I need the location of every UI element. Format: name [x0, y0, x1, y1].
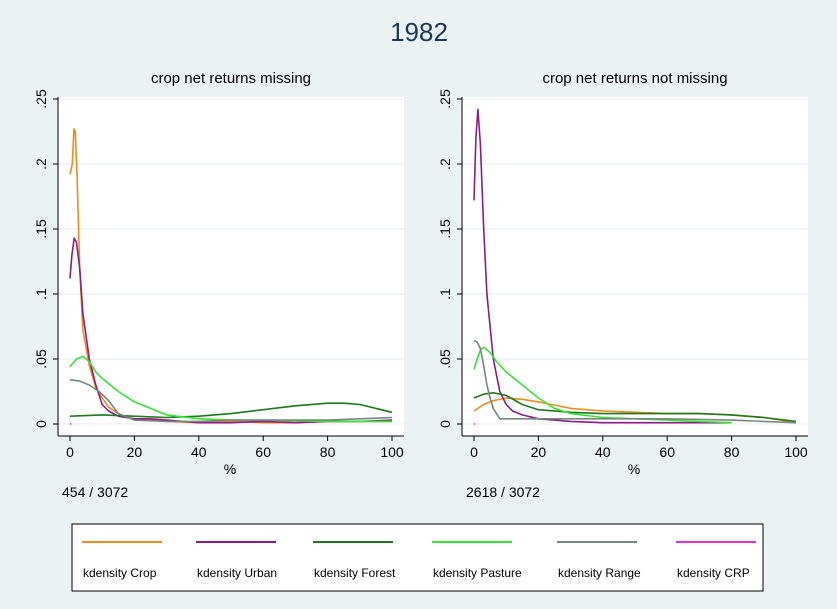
x-tick-label: 80 — [320, 444, 336, 460]
series-line-3 — [473, 391, 797, 423]
x-tick-label: 40 — [595, 444, 611, 460]
series-line-5 — [473, 340, 797, 424]
series-line-3 — [69, 402, 393, 419]
x-tick-label: 40 — [191, 444, 207, 460]
y-tick-label: .15 — [437, 219, 453, 239]
legend-box — [71, 523, 764, 592]
x-axis-label: % — [224, 461, 236, 477]
panel-title: crop net returns missing — [151, 70, 311, 87]
x-axis-label: % — [628, 461, 640, 477]
x-tick-label: 60 — [255, 444, 271, 460]
y-tick-label: .2 — [33, 158, 49, 170]
y-tick-label: .15 — [33, 219, 49, 239]
legend-label: kdensity Range — [558, 566, 641, 580]
count-note: 2618 / 3072 — [466, 484, 540, 500]
legend: kdensity Crop kdensity Urban kdensity Fore… — [71, 523, 764, 592]
legend-label: kdensity CRP — [677, 566, 750, 580]
x-tick-label: 20 — [127, 444, 143, 460]
plot-area — [462, 97, 808, 436]
count-note: 454 / 3072 — [62, 484, 128, 500]
y-tick-label: .05 — [33, 349, 49, 369]
x-tick-label: 80 — [724, 444, 740, 460]
legend-label: kdensity Forest — [314, 566, 396, 580]
panel-title: crop net returns not missing — [542, 70, 727, 87]
y-tick-label: 0 — [33, 420, 49, 428]
x-tick-label: 60 — [659, 444, 675, 460]
y-tick-label: .25 — [33, 89, 49, 109]
legend-label: kdensity Urban — [197, 566, 277, 580]
y-tick-label: .1 — [437, 288, 453, 300]
panel-right: 0 .05 .1 .15 .2 .25 0 20 40 60 80 100 crop net retur… — [437, 70, 808, 500]
panel-left: 0 .05 .1 .15 .2 .25 0 20 40 60 80 100 crop net retur… — [33, 70, 404, 500]
y-tick-label: .25 — [437, 89, 453, 109]
x-tick-label: 0 — [470, 444, 478, 460]
y-tick-label: .05 — [437, 349, 453, 369]
y-tick-label: .1 — [33, 288, 49, 300]
series-line-5 — [69, 379, 393, 423]
y-tick-label: .2 — [437, 158, 453, 170]
x-tick-label: 20 — [531, 444, 547, 460]
legend-label: kdensity Pasture — [433, 566, 522, 580]
figure-title: 1982 — [390, 17, 448, 47]
legend-label: kdensity Crop — [83, 566, 157, 580]
x-tick-label: 100 — [380, 444, 404, 460]
series-line-2 — [473, 108, 732, 424]
y-tick-label: 0 — [437, 420, 453, 428]
x-tick-label: 0 — [66, 444, 74, 460]
x-tick-label: 100 — [784, 444, 808, 460]
plot-area — [58, 97, 404, 436]
